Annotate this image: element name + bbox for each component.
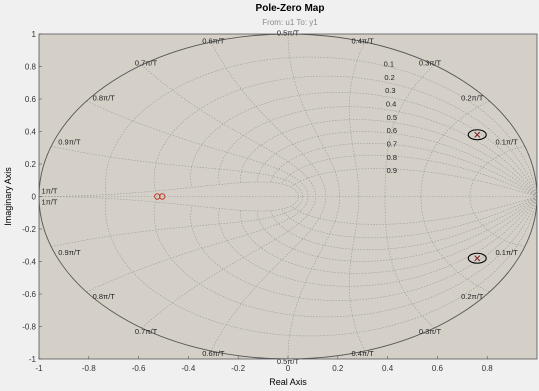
y-tick-label: -1 [29, 355, 37, 364]
plot-border [38, 33, 538, 360]
x-tick-label: 0.8 [482, 364, 494, 373]
y-axis-label: Imaginary Axis [3, 167, 13, 226]
wn-curve [287, 196, 341, 359]
markers [154, 129, 487, 264]
wn-curve [420, 196, 490, 293]
wn-curve [420, 100, 490, 197]
wn-label-upper: 0.4π/T [352, 36, 375, 45]
wn-label-upper: 0.9π/T [58, 138, 81, 147]
zeta-curve [153, 75, 537, 197]
wn-label-lower: 0.3π/T [419, 327, 442, 336]
wn-curve [210, 196, 327, 352]
grid-labels: 1π/T 0.9π/T 0.8π/T 0.7π/T 0.6π/T 0.5π/T 0.4π/T… [41, 29, 518, 366]
wn-curve [348, 41, 366, 197]
wn-label-lower: 0.7π/T [135, 327, 158, 336]
y-tick-label: -0.2 [22, 225, 36, 234]
y-tick-label: 1 [32, 30, 37, 39]
wn-curve [141, 64, 316, 197]
wn-curve [86, 196, 309, 293]
x-tick-label: -0.6 [132, 364, 146, 373]
wn-label-upper: 0.8π/T [93, 94, 116, 103]
wn-curve [469, 196, 525, 248]
wn-label-upper: 0.6π/T [202, 36, 225, 45]
wn-curve [39, 181, 300, 197]
wn-label-upper: 0.3π/T [419, 59, 442, 68]
wn-label-lower: 0.6π/T [202, 349, 225, 358]
x-tick-label: -0.4 [182, 364, 196, 373]
x-tick-label: 0.2 [332, 364, 344, 373]
zeta-curve [218, 106, 537, 197]
wn-label-lower: 0.5π/T [277, 357, 300, 366]
y-tick-label: -0.8 [22, 323, 36, 332]
wn-curve [348, 196, 366, 352]
wn-curve [287, 34, 341, 197]
y-tick-label: 0.8 [25, 63, 37, 72]
x-tick-label: 0.6 [432, 364, 444, 373]
x-ticks: -1 -0.8 -0.6 -0.4 -0.2 0 0.2 0.4 0.6 0.8 [35, 356, 493, 373]
zeta-curve [105, 56, 537, 197]
wn-label-upper: 1π/T [41, 186, 57, 195]
grid-lines [39, 34, 537, 359]
wn-label-lower: 0.8π/T [93, 292, 116, 301]
x-tick-label: -0.2 [231, 364, 245, 373]
x-tick-label: 0.4 [382, 364, 394, 373]
zeta-curve [290, 196, 537, 225]
wn-curve [39, 196, 300, 212]
zeta-curve [257, 131, 537, 197]
wn-label-upper: 0.5π/T [277, 29, 300, 38]
chart-title: Pole-Zero Map [256, 3, 325, 14]
y-tick-label: 0.4 [25, 128, 37, 137]
zeta-curve [290, 168, 537, 197]
x-tick-label: -0.8 [82, 364, 96, 373]
zeta-label: 0.7 [387, 139, 397, 148]
zeta-label: 0.6 [387, 126, 397, 135]
wn-label-lower: 1π/T [41, 198, 57, 207]
wn-label-lower: 0.9π/T [58, 248, 81, 257]
x-tick-label: -1 [35, 364, 43, 373]
wn-label-upper: 0.2π/T [461, 94, 484, 103]
pole-marker [474, 131, 481, 138]
zeta-label: 0.2 [384, 73, 394, 82]
zeta-label: 0.4 [386, 99, 396, 108]
wn-curve [384, 64, 435, 197]
wn-curve [210, 41, 327, 197]
zeta-label: 0.3 [385, 86, 395, 95]
wn-label-upper: 0.1π/T [495, 138, 518, 147]
x-axis-label: Real Axis [269, 377, 307, 387]
wn-curve [86, 100, 309, 197]
zeta-curve [218, 196, 537, 287]
y-tick-label: 0 [32, 193, 37, 202]
wn-curve [141, 196, 316, 329]
wn-label-upper: 0.7π/T [135, 59, 158, 68]
zeta-curve [257, 196, 537, 262]
y-tick-label: 0.6 [25, 95, 37, 104]
wn-label-lower: 0.4π/T [352, 349, 375, 358]
pole-highlight [467, 129, 487, 141]
y-tick-label: -0.6 [22, 290, 36, 299]
wn-curve [469, 145, 525, 197]
zeta-label: 0.5 [387, 113, 397, 122]
pole-marker [474, 255, 481, 262]
y-tick-label: -0.4 [22, 258, 36, 267]
zeta-curve [153, 196, 537, 318]
zeta-curve [105, 196, 537, 337]
y-ticks: 1 0.8 0.6 0.4 0.2 0 -0.2 -0.4 -0.6 -0.8 -1 [22, 30, 42, 364]
wn-curve [384, 196, 435, 329]
chart-subtitle: From: u1 To: y1 [262, 18, 318, 27]
wn-label-lower: 0.1π/T [495, 248, 518, 257]
zero-marker [159, 193, 166, 200]
pole-highlight [467, 252, 487, 264]
wn-label-lower: 0.2π/T [461, 292, 484, 301]
zeta-label: 0.8 [387, 153, 397, 162]
x-tick-label: 0 [286, 364, 291, 373]
zeta-label: 0.9 [387, 166, 397, 175]
y-tick-label: 0.2 [25, 160, 37, 169]
zeta-label: 0.1 [384, 60, 394, 69]
